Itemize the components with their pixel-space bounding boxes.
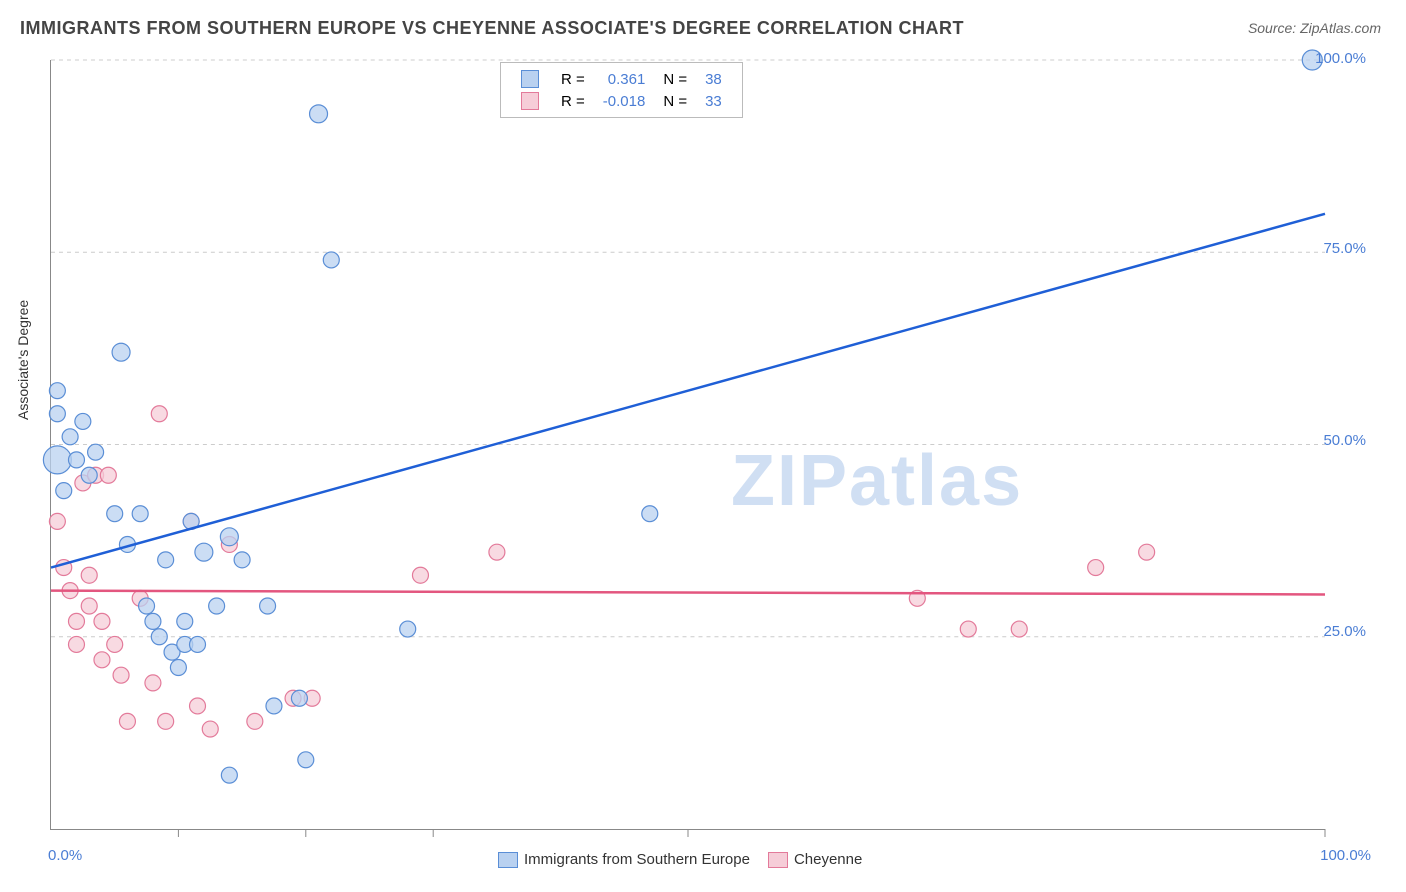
chart-title: IMMIGRANTS FROM SOUTHERN EUROPE VS CHEYE… <box>20 18 964 39</box>
data-point <box>412 567 428 583</box>
data-point <box>68 452 84 468</box>
data-point <box>190 636 206 652</box>
data-point <box>145 613 161 629</box>
legend-swatch <box>521 70 539 88</box>
data-point <box>139 598 155 614</box>
data-point <box>260 598 276 614</box>
correlation-legend: R =0.361N =38R =-0.018N =33 <box>500 62 743 118</box>
data-point <box>88 444 104 460</box>
n-value: 38 <box>697 69 730 89</box>
data-point <box>81 467 97 483</box>
data-point <box>1139 544 1155 560</box>
legend-swatch <box>521 92 539 110</box>
source-attribution: Source: ZipAtlas.com <box>1248 20 1381 36</box>
data-point <box>113 667 129 683</box>
y-tick-25: 25.0% <box>1323 623 1366 640</box>
data-point <box>298 752 314 768</box>
legend-swatch <box>768 852 788 868</box>
data-point <box>400 621 416 637</box>
data-point <box>158 552 174 568</box>
plot-svg <box>51 60 1325 829</box>
trendline <box>51 591 1325 595</box>
trendline <box>51 214 1325 568</box>
data-point <box>642 506 658 522</box>
data-point <box>107 506 123 522</box>
data-point <box>43 446 71 474</box>
data-point <box>75 413 91 429</box>
data-point <box>220 528 238 546</box>
data-point <box>190 698 206 714</box>
x-tick-100: 100.0% <box>1320 847 1371 864</box>
n-label: N = <box>655 69 695 89</box>
data-point <box>291 690 307 706</box>
plot-area: ZIPatlas <box>50 60 1325 830</box>
y-tick-75: 75.0% <box>1323 240 1366 257</box>
data-point <box>94 652 110 668</box>
data-point <box>195 543 213 561</box>
data-point <box>68 636 84 652</box>
data-point <box>112 343 130 361</box>
y-axis-label: Associate's Degree <box>15 300 31 420</box>
legend-row: R =-0.018N =33 <box>513 91 730 111</box>
data-point <box>158 713 174 729</box>
data-point <box>49 513 65 529</box>
data-point <box>49 406 65 422</box>
y-tick-50: 50.0% <box>1323 432 1366 449</box>
data-point <box>221 767 237 783</box>
data-point <box>56 483 72 499</box>
legend-row: R =0.361N =38 <box>513 69 730 89</box>
data-point <box>234 552 250 568</box>
data-point <box>119 713 135 729</box>
data-point <box>247 713 263 729</box>
data-point <box>209 598 225 614</box>
data-point <box>323 252 339 268</box>
data-point <box>68 613 84 629</box>
data-point <box>202 721 218 737</box>
r-label: R = <box>553 69 593 89</box>
legend-label: Immigrants from Southern Europe <box>524 851 750 868</box>
data-point <box>107 636 123 652</box>
data-point <box>145 675 161 691</box>
r-value: 0.361 <box>595 69 654 89</box>
r-label: R = <box>553 91 593 111</box>
data-point <box>960 621 976 637</box>
x-tick-0: 0.0% <box>48 847 82 864</box>
data-point <box>177 613 193 629</box>
series-legend: Immigrants from Southern Europe Cheyenne <box>480 851 862 868</box>
y-tick-100: 100.0% <box>1315 50 1366 67</box>
data-point <box>1011 621 1027 637</box>
data-point <box>1088 560 1104 576</box>
data-point <box>151 406 167 422</box>
data-point <box>310 105 328 123</box>
data-point <box>151 629 167 645</box>
data-point <box>49 383 65 399</box>
data-point <box>132 506 148 522</box>
legend-swatch <box>498 852 518 868</box>
n-value: 33 <box>697 91 730 111</box>
data-point <box>100 467 116 483</box>
data-point <box>94 613 110 629</box>
data-point <box>266 698 282 714</box>
data-point <box>489 544 505 560</box>
data-point <box>81 598 97 614</box>
data-point <box>62 429 78 445</box>
n-label: N = <box>655 91 695 111</box>
r-value: -0.018 <box>595 91 654 111</box>
data-point <box>81 567 97 583</box>
data-point <box>170 660 186 676</box>
legend-label: Cheyenne <box>794 851 862 868</box>
